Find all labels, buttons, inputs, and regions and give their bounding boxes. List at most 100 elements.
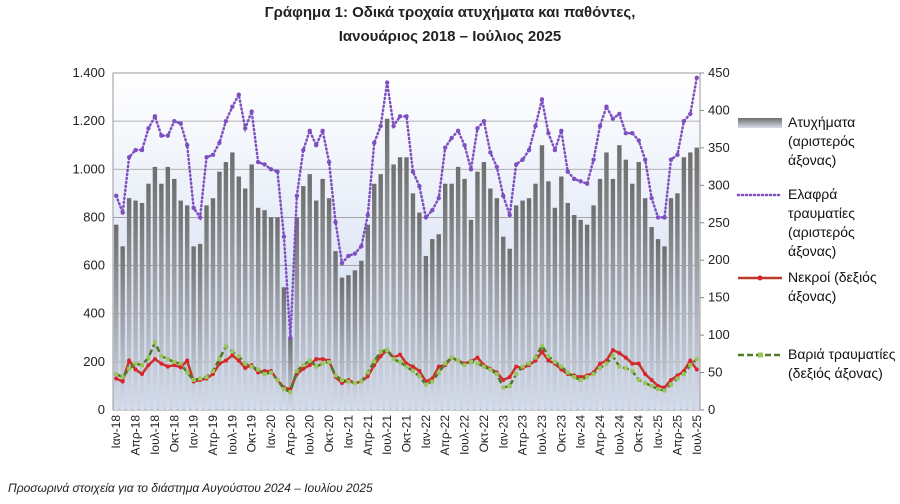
- point: [352, 381, 357, 386]
- x-tick-label: Ιαν-23: [496, 415, 510, 449]
- y2-tick-label: 200: [708, 252, 730, 267]
- point: [636, 361, 641, 366]
- point: [527, 361, 532, 366]
- legend-swatch: [758, 352, 763, 358]
- bar: [610, 178, 616, 410]
- point: [301, 147, 306, 153]
- bar: [430, 239, 435, 410]
- bar: [255, 207, 261, 410]
- point: [443, 145, 448, 150]
- point: [191, 205, 196, 210]
- point: [243, 366, 248, 371]
- point: [314, 364, 319, 369]
- x-tick-label: Ιαν-21: [341, 415, 355, 449]
- bar: [462, 178, 467, 410]
- bar: [133, 200, 138, 410]
- y2-tick-label: 100: [708, 327, 730, 342]
- point: [398, 360, 403, 365]
- point: [475, 126, 480, 131]
- y-tick-label: 1.200: [72, 113, 105, 128]
- point: [604, 104, 609, 109]
- bar: [307, 174, 312, 410]
- point: [172, 360, 177, 365]
- point: [146, 126, 151, 131]
- bar: [313, 200, 319, 410]
- bar: [675, 193, 680, 410]
- bar: [436, 234, 441, 410]
- point: [178, 361, 183, 366]
- point: [410, 364, 415, 369]
- y2-tick-label: 350: [708, 140, 730, 155]
- point: [598, 366, 603, 371]
- point: [255, 159, 261, 165]
- point: [423, 382, 428, 387]
- point: [159, 354, 164, 359]
- point: [256, 367, 261, 372]
- point: [275, 378, 280, 383]
- point: [481, 118, 487, 124]
- bar: [591, 205, 596, 410]
- bar: [520, 200, 525, 410]
- point: [385, 348, 390, 353]
- bar: [533, 183, 538, 410]
- bar: [597, 178, 603, 410]
- point: [204, 155, 209, 160]
- point: [636, 138, 641, 143]
- y-tick-label: 600: [83, 258, 105, 273]
- point: [649, 378, 654, 383]
- point: [313, 143, 319, 148]
- x-tick-label: Ιαν-19: [187, 415, 201, 449]
- bar: [172, 178, 177, 410]
- x-tick-label: Ιαν-22: [419, 415, 433, 449]
- legend-label: Ελαφρά τραυματίες (αριστερός άξονας): [788, 186, 856, 259]
- point: [184, 143, 190, 148]
- bar: [178, 200, 183, 410]
- point: [410, 169, 416, 174]
- bar: [378, 174, 383, 410]
- x-tick-label: Ιουλ-24: [612, 415, 626, 455]
- point: [146, 355, 151, 360]
- y-tick-label: 0: [98, 402, 105, 417]
- point: [398, 352, 403, 357]
- bar: [301, 186, 306, 410]
- point: [391, 123, 396, 129]
- point: [133, 147, 138, 153]
- point: [598, 361, 603, 366]
- bar: [565, 202, 570, 410]
- point: [546, 358, 551, 363]
- bar: [688, 152, 693, 410]
- point: [443, 361, 448, 366]
- point: [197, 215, 203, 220]
- point: [604, 361, 609, 366]
- x-tick-label: Οκτ-23: [554, 415, 568, 453]
- point: [675, 152, 680, 158]
- point: [307, 358, 312, 363]
- point: [436, 364, 441, 369]
- point: [617, 351, 622, 356]
- bar: [623, 159, 629, 410]
- bar: [662, 246, 667, 410]
- bar: [126, 198, 132, 410]
- y-tick-label: 200: [83, 354, 105, 369]
- bar: [694, 147, 699, 410]
- point: [584, 181, 590, 186]
- point: [320, 128, 325, 133]
- bar: [513, 205, 519, 410]
- bar: [501, 236, 506, 410]
- point: [643, 372, 648, 377]
- point: [668, 378, 673, 383]
- point: [152, 340, 157, 345]
- point: [307, 128, 312, 133]
- point: [623, 130, 629, 136]
- point: [185, 370, 190, 375]
- x-tick-label: Οκτ-22: [477, 415, 491, 453]
- point: [668, 157, 674, 162]
- point: [404, 364, 409, 369]
- y-tick-label: 400: [83, 306, 105, 321]
- point: [314, 357, 319, 362]
- point: [610, 348, 615, 353]
- point: [301, 363, 306, 368]
- point: [281, 387, 286, 392]
- point: [462, 143, 467, 148]
- point: [539, 349, 544, 354]
